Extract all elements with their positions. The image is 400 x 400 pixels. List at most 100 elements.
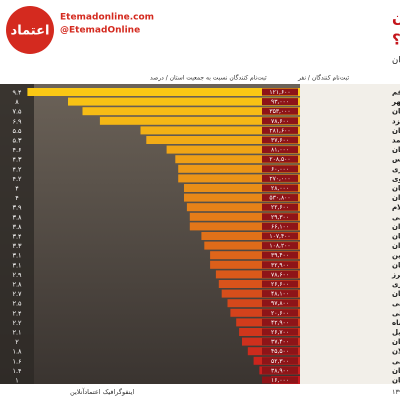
registrant-box xyxy=(262,117,298,125)
registrant-label: ۲۲,۶۰۰ xyxy=(271,204,289,211)
percent-label: ۱.۶ xyxy=(12,357,21,365)
province-name: خوزستان xyxy=(392,108,400,116)
title-line-1: کدام استان‌ها بیشترین xyxy=(392,8,400,26)
bar xyxy=(82,107,300,116)
province-name: مرکزی xyxy=(392,165,400,173)
registrant-box xyxy=(262,366,298,374)
province-name: لرستان xyxy=(392,146,400,154)
bar xyxy=(99,116,301,125)
registrant-label: ۳۹,۴۰۰ xyxy=(271,252,289,259)
province-name: خراسان شمالی xyxy=(392,309,400,317)
logo-text: اعتماد xyxy=(11,24,50,39)
registrant-box xyxy=(262,338,298,346)
registrant-label: ۲۸۱,۶۰۰ xyxy=(269,127,290,134)
percent-label: ۴ xyxy=(15,185,19,193)
province-name: تهران xyxy=(392,194,400,202)
bar xyxy=(189,222,300,231)
site-url: Etemadonline.com xyxy=(60,13,154,23)
percent-header: ثبت‌نام کنندگان نسبت به جمعیت استان / در… xyxy=(150,74,267,82)
percent-label: ۳.۸ xyxy=(12,213,22,221)
registrant-label: ۲۰,۶۰۰ xyxy=(271,310,289,317)
registrant-label: ۱۰۸,۲۰۰ xyxy=(269,243,290,250)
bar xyxy=(175,155,300,164)
province-name: کرمان xyxy=(392,233,400,241)
registrant-box xyxy=(262,280,298,288)
registrant-label: ۳۷,۴۰۰ xyxy=(271,339,289,346)
logo-badge xyxy=(6,6,54,54)
percent-column xyxy=(0,84,34,384)
registrant-label: ۵۲,۳۰۰ xyxy=(271,358,289,365)
province-name: همدان xyxy=(392,223,400,231)
percent-label: ۷.۵ xyxy=(12,108,22,116)
registrant-box xyxy=(262,88,298,96)
percent-label: ۱.۴ xyxy=(12,367,22,375)
province-name: سیستان و بلوچستان xyxy=(392,367,400,375)
province-name: گیلان xyxy=(392,347,400,356)
percent-label: ۱.۸ xyxy=(12,348,22,356)
percent-label: ۱ xyxy=(15,377,19,385)
social-handle: @EtemadOnline xyxy=(60,26,140,36)
registrant-label: ۷۸,۶۰۰ xyxy=(271,271,289,278)
bar xyxy=(189,212,300,221)
bar xyxy=(204,241,300,250)
registrant-box xyxy=(262,155,298,163)
registrant-label: ۳۵۳,۰۰۰ xyxy=(269,108,290,115)
bar xyxy=(166,145,300,154)
registrant-box xyxy=(262,251,298,259)
province-name: اصفهان xyxy=(392,127,400,135)
province-name: یزد xyxy=(392,117,400,125)
province-name: البرز xyxy=(391,271,400,279)
footer-band xyxy=(0,384,400,400)
percent-label: ۹.۴ xyxy=(12,89,22,97)
registrant-label: ۲۰۸,۵۰۰ xyxy=(269,156,290,163)
registrant-label: ۲۶,۷۰۰ xyxy=(271,329,289,336)
registrant-box xyxy=(262,376,298,384)
percent-label: ۴.۲ xyxy=(12,165,22,173)
registrant-label: ۹۳,۰۰۰ xyxy=(271,99,289,106)
registrant-label: ۲۹,۳۰۰ xyxy=(271,214,289,221)
bar xyxy=(210,260,300,269)
registrant-box xyxy=(262,222,298,230)
province-name: قم xyxy=(392,89,400,97)
percent-label: ۳.۱ xyxy=(12,252,21,260)
bar xyxy=(178,164,300,173)
province-name: بوشهر xyxy=(391,98,400,106)
registrant-label: ۶۰,۰۰۰ xyxy=(271,166,289,173)
percent-label: ۲.۴ xyxy=(12,309,22,317)
source: منبع: سامانه سماح، محاسبه براساس آمار سر… xyxy=(392,387,400,396)
registrant-label: ۶۶,۱۰۰ xyxy=(271,223,289,230)
names-panel xyxy=(300,84,400,384)
registrant-box xyxy=(262,309,298,317)
percent-label: ۶.۹ xyxy=(12,117,22,125)
province-name: قزوین xyxy=(392,252,400,260)
percent-label: ۲.۱ xyxy=(12,329,21,337)
bar xyxy=(146,136,300,144)
registrant-label: ۳۲,۹۰۰ xyxy=(271,262,289,269)
percent-label: ۳.۸ xyxy=(12,223,22,231)
registrant-label: ۱۰۷,۴۰۰ xyxy=(269,233,290,240)
registrant-box xyxy=(262,184,298,192)
percent-label: ۳.۱ xyxy=(12,261,21,269)
bar xyxy=(186,203,300,212)
registrant-label: ۴۸,۱۰۰ xyxy=(271,291,289,298)
credit: اینفوگرافیک اعتمادآنلاین xyxy=(70,387,134,396)
registrant-label: ۲۶,۶۰۰ xyxy=(271,281,289,288)
province-name: گلستان xyxy=(392,337,400,346)
province-name: خراسان رضوی xyxy=(392,175,400,183)
registrant-label: ۱۶,۰۰۰ xyxy=(271,377,289,384)
registrant-box xyxy=(262,165,298,173)
registrant-box xyxy=(262,261,298,269)
percent-label: ۲.۸ xyxy=(12,281,22,289)
bar xyxy=(27,88,301,96)
registrant-label: ۵۳۰,۸۰۰ xyxy=(269,195,290,202)
bar xyxy=(201,232,300,240)
registrant-box xyxy=(262,318,298,326)
registrant-label: ۱۲۱,۶۰۰ xyxy=(269,89,290,96)
registrant-box xyxy=(262,194,298,202)
percent-label: ۳.۴ xyxy=(12,233,22,241)
registrant-box xyxy=(262,174,298,182)
bar xyxy=(218,280,300,288)
percent-label: ۵.۳ xyxy=(12,137,22,145)
subtitle: براساس تعداد ثبت‌نام کنندگان در سامانه س… xyxy=(392,54,400,66)
registrant-box xyxy=(262,270,298,278)
